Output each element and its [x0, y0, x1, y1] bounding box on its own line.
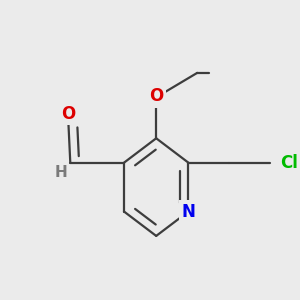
Text: O: O: [61, 105, 76, 123]
Text: N: N: [182, 202, 195, 220]
Text: O: O: [149, 87, 163, 105]
Text: Cl: Cl: [280, 154, 298, 172]
Text: H: H: [54, 165, 67, 180]
